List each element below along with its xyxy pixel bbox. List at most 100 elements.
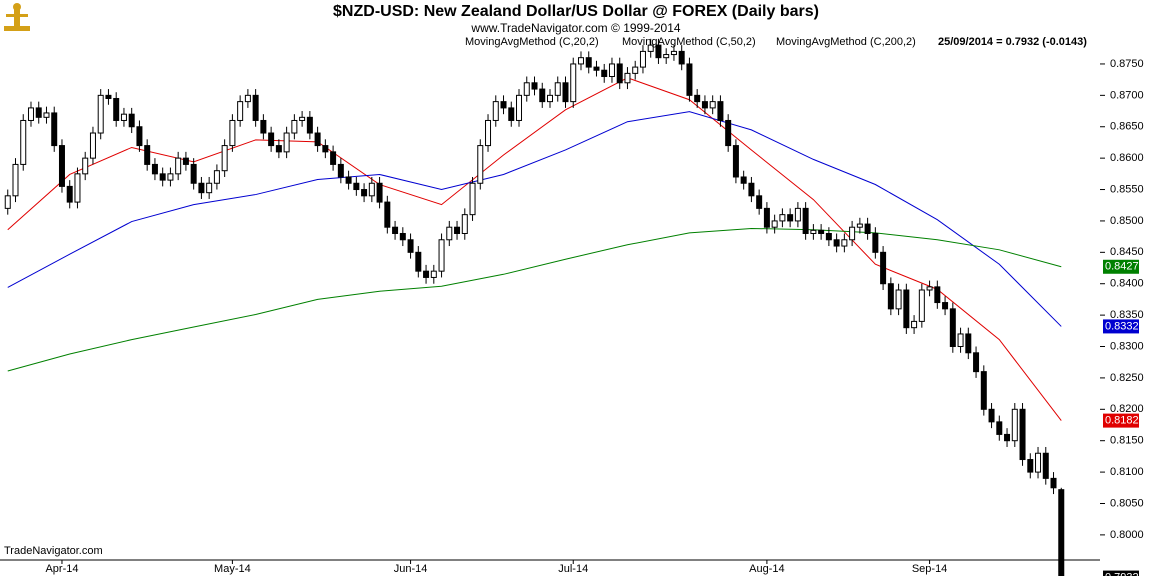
- x-tick-label: Sep-14: [912, 563, 947, 575]
- candle-body: [105, 94, 112, 99]
- moving-average-line: [7, 227, 1062, 372]
- candle-body: [97, 94, 104, 134]
- candle-body: [376, 182, 383, 203]
- candle-body: [988, 408, 995, 423]
- candle-body: [934, 286, 941, 304]
- candle-body: [454, 226, 461, 234]
- candle-body: [709, 101, 716, 109]
- y-tick-label: 0.8750: [1110, 58, 1144, 70]
- candle-body: [43, 112, 50, 118]
- candle-body: [639, 50, 646, 68]
- moving-average-tag: [1103, 413, 1139, 428]
- candle-body: [678, 50, 685, 65]
- moving-average-tag: [1103, 319, 1139, 334]
- y-tick-label: 0.8550: [1110, 183, 1144, 195]
- candle-body: [206, 182, 213, 194]
- y-tick-label: 0.8400: [1110, 278, 1144, 290]
- last-price-label: 0.7932: [1105, 571, 1139, 576]
- candle-body: [82, 157, 89, 175]
- candle-body: [167, 173, 174, 181]
- candle-body: [856, 223, 863, 228]
- candle-body: [577, 57, 584, 65]
- candle-body: [686, 63, 693, 96]
- candle-body: [260, 119, 267, 134]
- candle-body: [779, 214, 786, 222]
- candle-body: [190, 163, 197, 184]
- y-tick-label: 0.8150: [1110, 435, 1144, 447]
- y-tick-label: 0.8100: [1110, 466, 1144, 478]
- x-tick-label: Apr-14: [45, 563, 78, 575]
- y-tick-label: 0.8250: [1110, 372, 1144, 384]
- candle-body: [12, 163, 19, 197]
- candle-body: [973, 352, 980, 373]
- candle-body: [825, 232, 832, 241]
- candle-body: [903, 289, 910, 329]
- candle-body: [895, 289, 902, 310]
- candle-body: [66, 185, 73, 203]
- candle-body: [725, 119, 732, 147]
- candle-body: [182, 157, 189, 165]
- legend-entry: MovingAvgMethod (C,50,2): [622, 36, 756, 48]
- candle-body: [740, 176, 747, 184]
- candle-body: [601, 69, 608, 78]
- legend-entry: MovingAvgMethod (C,200,2): [776, 36, 916, 48]
- candle-body: [175, 157, 182, 175]
- y-tick-label: 0.8450: [1110, 246, 1144, 258]
- candle-body: [1035, 452, 1042, 473]
- candle-body: [1019, 408, 1026, 461]
- candle-body: [585, 57, 592, 68]
- candle-body: [818, 229, 825, 234]
- candle-body: [1011, 408, 1018, 442]
- candle-body: [849, 226, 856, 241]
- candle-body: [918, 289, 925, 322]
- candle-body: [748, 182, 755, 197]
- candle-body: [570, 63, 577, 103]
- candle-body: [942, 302, 949, 310]
- candle-body: [717, 101, 724, 121]
- candle-body: [423, 270, 430, 278]
- candle-body: [361, 189, 368, 197]
- last-price-tag: [1103, 570, 1139, 576]
- candle-body: [608, 63, 615, 78]
- candle-body: [647, 44, 654, 52]
- y-tick-label: 0.8650: [1110, 121, 1144, 133]
- candle-body: [368, 182, 375, 197]
- y-tick-label: 0.8600: [1110, 152, 1144, 164]
- candle-body: [469, 182, 476, 216]
- candle-body: [616, 63, 623, 84]
- candle-body: [430, 270, 437, 278]
- logo: [4, 3, 30, 31]
- moving-average-label: 0.8182: [1105, 415, 1139, 427]
- candle-body: [275, 145, 282, 153]
- candle-body: [314, 132, 321, 147]
- y-tick-label: 0.8000: [1110, 529, 1144, 541]
- y-tick-label: 0.8050: [1110, 497, 1144, 509]
- candle-body: [554, 82, 561, 96]
- candle-body: [136, 126, 143, 147]
- candle-body: [756, 195, 763, 209]
- y-tick-label: 0.8500: [1110, 215, 1144, 227]
- candle-body: [694, 94, 701, 103]
- candle-body: [1027, 459, 1034, 473]
- candle-body: [1004, 433, 1011, 442]
- candle-body: [1058, 489, 1065, 576]
- candle-body: [732, 145, 739, 178]
- chart-subtitle: www.TradeNavigator.com © 1999-2014: [470, 21, 680, 35]
- candle-body: [965, 333, 972, 354]
- candle-body: [345, 176, 352, 184]
- candle-body: [89, 132, 96, 159]
- candle-body: [655, 44, 662, 59]
- candle-body: [887, 283, 894, 310]
- candle-body: [996, 421, 1003, 435]
- x-tick-label: Jul-14: [558, 563, 588, 575]
- moving-average-tag: [1103, 259, 1139, 274]
- candle-body: [20, 119, 27, 165]
- candle-body: [539, 88, 546, 103]
- candle-body: [213, 170, 220, 184]
- candle-body: [508, 107, 515, 121]
- candle-body: [926, 286, 933, 291]
- footer: TradeNavigator.com: [4, 545, 103, 557]
- candle-body: [399, 232, 406, 241]
- candle-body: [322, 145, 329, 153]
- candle-body: [531, 82, 538, 90]
